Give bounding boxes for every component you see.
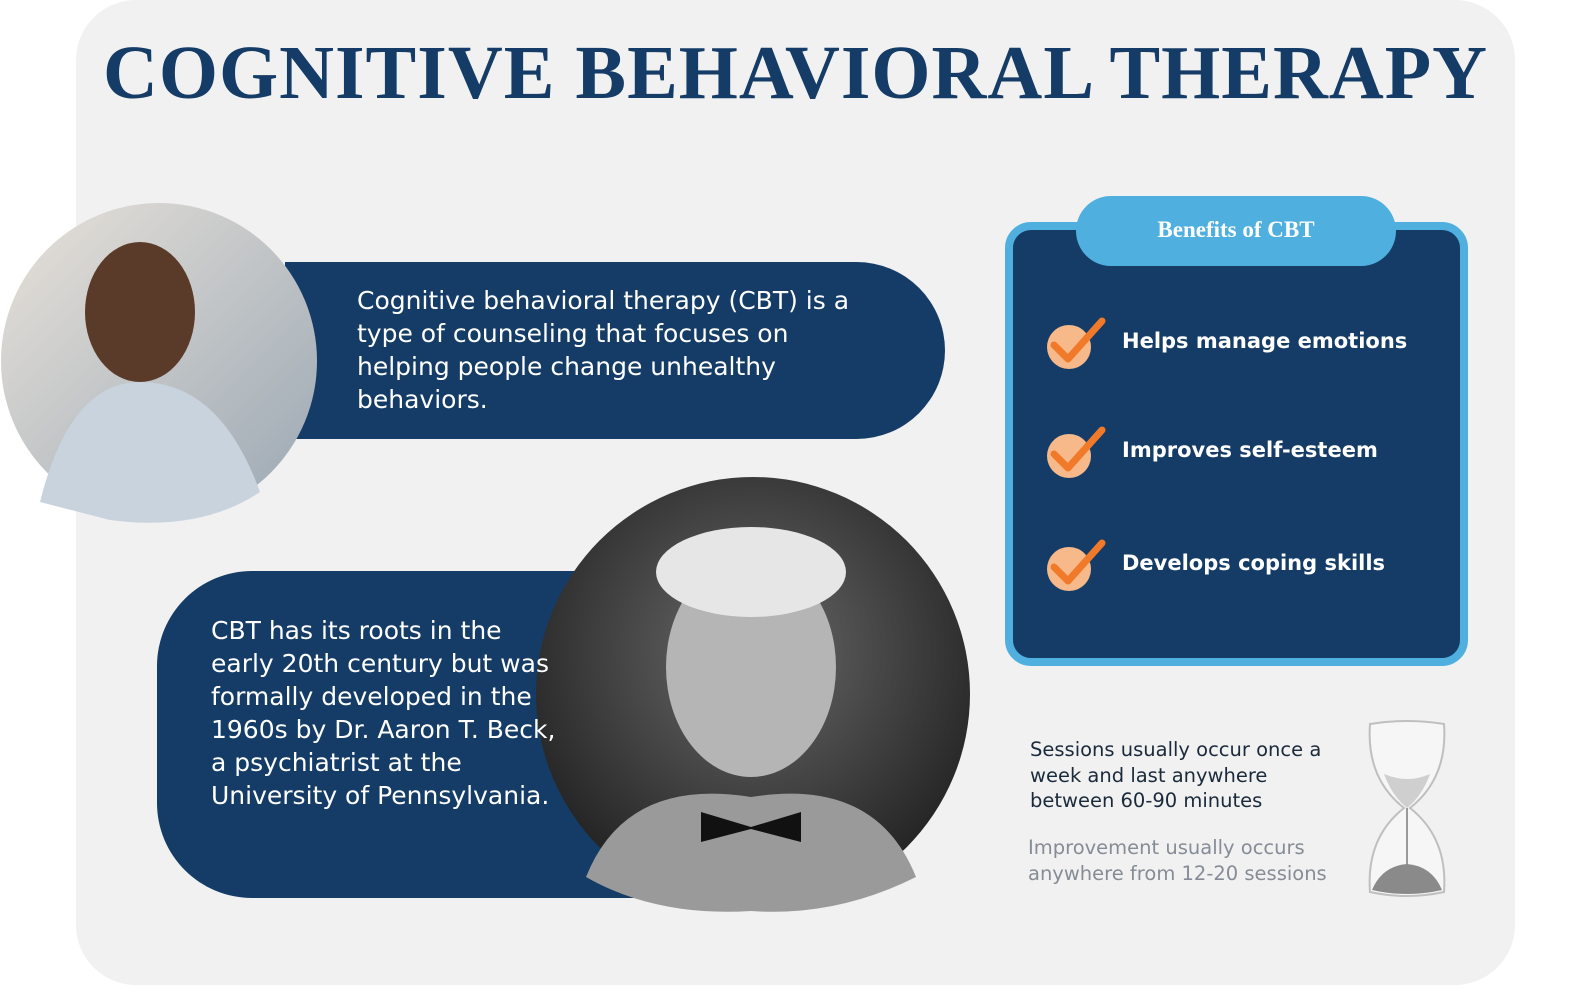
hourglass — [1368, 720, 1446, 897]
check-icon — [1047, 317, 1106, 369]
benefit-item: Develops coping skills — [1122, 551, 1386, 575]
intro-text: Cognitive behavioral therapy (CBT) is a … — [357, 286, 850, 414]
intro-pill — [285, 262, 945, 439]
benefits-title: Benefits of CBT — [1076, 196, 1396, 266]
photo-therapist — [1, 203, 317, 523]
history-text: CBT has its roots in the early 20th cent… — [211, 616, 556, 810]
benefit-item: Helps manage emotions — [1122, 329, 1408, 353]
photo-beck — [536, 477, 970, 912]
check-icon — [1047, 426, 1106, 478]
title: COGNITIVE BEHAVIORAL THERAPY — [102, 31, 1489, 115]
check-icon — [1047, 539, 1106, 591]
benefit-item: Improves self-esteem — [1122, 438, 1378, 462]
improvement-text: Improvement usually occurs anywhere from… — [1028, 836, 1327, 885]
sessions-text: Sessions usually occur once a week and l… — [1030, 738, 1322, 812]
